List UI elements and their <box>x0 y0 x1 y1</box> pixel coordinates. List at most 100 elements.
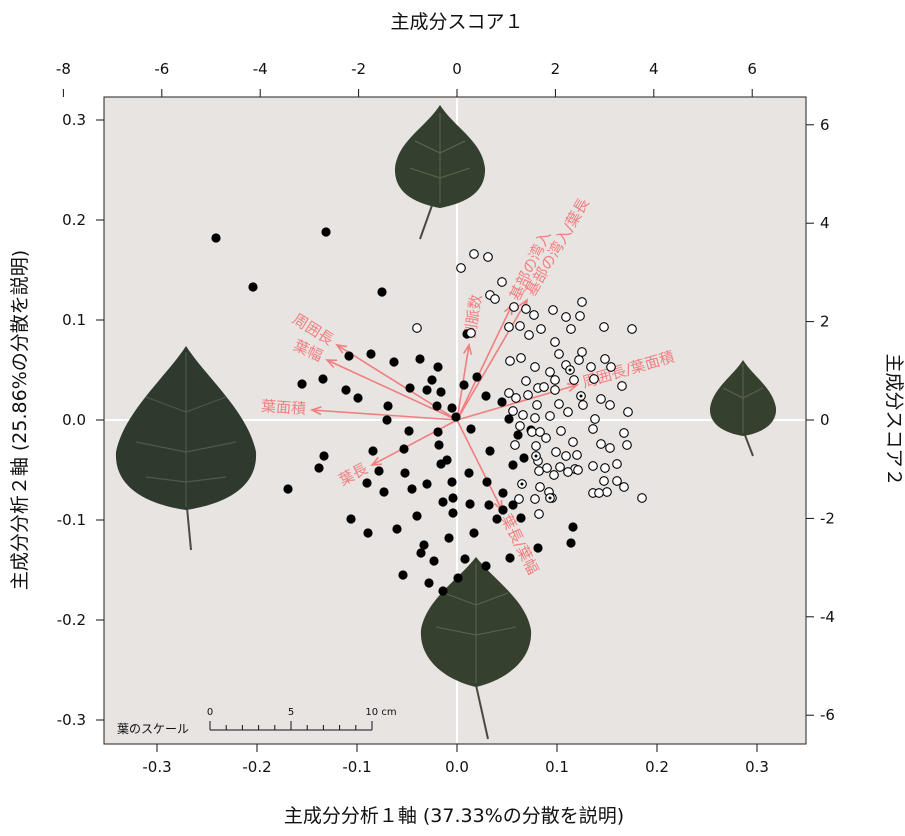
data-point-filled <box>382 415 392 425</box>
data-point-open <box>617 381 627 391</box>
y-tick-label: 0.0 <box>62 411 86 429</box>
data-point-filled <box>508 460 518 470</box>
data-point-filled <box>438 586 448 596</box>
data-point-open <box>619 428 629 438</box>
data-points <box>211 227 647 596</box>
data-point-open <box>554 399 564 409</box>
data-point-open <box>545 411 555 421</box>
data-point-filled <box>453 573 463 583</box>
data-point-filled <box>444 533 454 543</box>
data-point-filled <box>419 540 429 550</box>
data-point-filled <box>513 430 523 440</box>
data-point-open <box>612 476 622 486</box>
data-point-filled <box>366 349 376 359</box>
data-point-filled <box>416 548 426 558</box>
data-point-open <box>532 400 542 410</box>
data-point-filled <box>321 227 331 237</box>
data-point-filled <box>415 354 425 364</box>
data-point-filled <box>314 463 324 473</box>
x-tick-label: 0.3 <box>745 758 769 776</box>
data-point-open <box>623 407 633 417</box>
data-point-filled <box>429 556 439 566</box>
data-point-dotted-center <box>534 454 538 458</box>
data-point-filled <box>377 287 387 297</box>
data-point-open <box>531 441 541 451</box>
right-tick-label: 6 <box>820 116 830 134</box>
data-point-filled <box>436 459 446 469</box>
data-point-filled <box>492 514 502 524</box>
data-point-filled <box>464 468 474 478</box>
data-point-filled <box>447 477 457 487</box>
data-point-open <box>490 294 500 304</box>
top-tick-label: 0 <box>452 60 462 78</box>
data-point-filled <box>481 391 491 401</box>
top-tick-label: 4 <box>649 60 659 78</box>
data-point-open <box>573 465 583 475</box>
data-point-open <box>514 494 524 504</box>
data-point-filled <box>504 414 514 424</box>
top-tick-label: -8 <box>56 60 71 78</box>
loading-vector <box>311 409 458 421</box>
data-point-open <box>550 385 560 395</box>
data-point-open <box>561 451 571 461</box>
data-point-filled <box>424 578 434 588</box>
data-point-open <box>530 362 540 372</box>
data-point-filled <box>459 380 469 390</box>
data-point-filled <box>505 553 515 563</box>
data-point-open <box>530 413 540 423</box>
data-point-open <box>542 463 552 473</box>
data-point-open <box>572 450 582 460</box>
data-point-open <box>515 321 525 331</box>
x-tick-label: 0.1 <box>545 758 569 776</box>
loading-vector <box>456 419 503 511</box>
data-point-dotted-center <box>579 394 583 398</box>
data-point-filled <box>248 282 258 292</box>
data-point-open <box>534 509 544 519</box>
data-point-open <box>556 426 566 436</box>
data-point-filled <box>389 357 399 367</box>
data-point-open <box>545 367 555 377</box>
data-point-open <box>550 337 560 347</box>
y-tick-label: -0.1 <box>57 511 86 529</box>
data-point-open <box>518 410 528 420</box>
data-point-filled <box>297 379 307 389</box>
data-point-open <box>586 362 596 372</box>
data-point-filled <box>427 375 437 385</box>
loading-vector-arrowhead <box>463 342 473 355</box>
y-axis-title: 主成分分析２軸 (25.86%の分散を説明) <box>9 250 31 590</box>
data-point-open <box>600 354 610 364</box>
data-point-filled <box>422 385 432 395</box>
data-point-dotted-center <box>548 496 552 500</box>
data-point-filled <box>498 505 508 515</box>
data-point-open <box>524 330 534 340</box>
leaf-image-left <box>115 346 257 551</box>
top-axis: -8 -6 -4 -2 0 2 4 6 <box>56 60 757 97</box>
data-point-filled <box>392 524 402 534</box>
data-point-open <box>588 424 598 434</box>
data-point-filled <box>346 514 356 524</box>
data-point-filled <box>362 478 372 488</box>
right-axis: -6 -4 -2 0 2 4 6 <box>806 116 835 724</box>
data-point-open <box>529 310 539 320</box>
top-axis-title: 主成分スコア１ <box>390 11 523 33</box>
data-point-filled <box>519 453 529 463</box>
data-point-filled <box>405 383 415 393</box>
data-point-filled <box>379 487 389 497</box>
data-point-open <box>577 347 587 357</box>
data-point-open <box>602 487 612 497</box>
scale-tick-5: 5 <box>288 707 294 718</box>
data-point-filled <box>447 403 457 413</box>
x-tick-label: -0.1 <box>342 758 371 776</box>
data-point-filled <box>383 401 393 411</box>
data-point-filled <box>399 444 409 454</box>
data-point-filled <box>319 451 329 461</box>
data-point-filled <box>533 543 543 553</box>
data-point-open <box>554 349 564 359</box>
data-point-open <box>577 297 587 307</box>
data-point-open <box>516 353 526 363</box>
data-point-filled <box>465 499 475 509</box>
loading-vector <box>456 304 513 421</box>
x-tick-label: -0.3 <box>142 758 171 776</box>
data-point-filled <box>341 385 351 395</box>
